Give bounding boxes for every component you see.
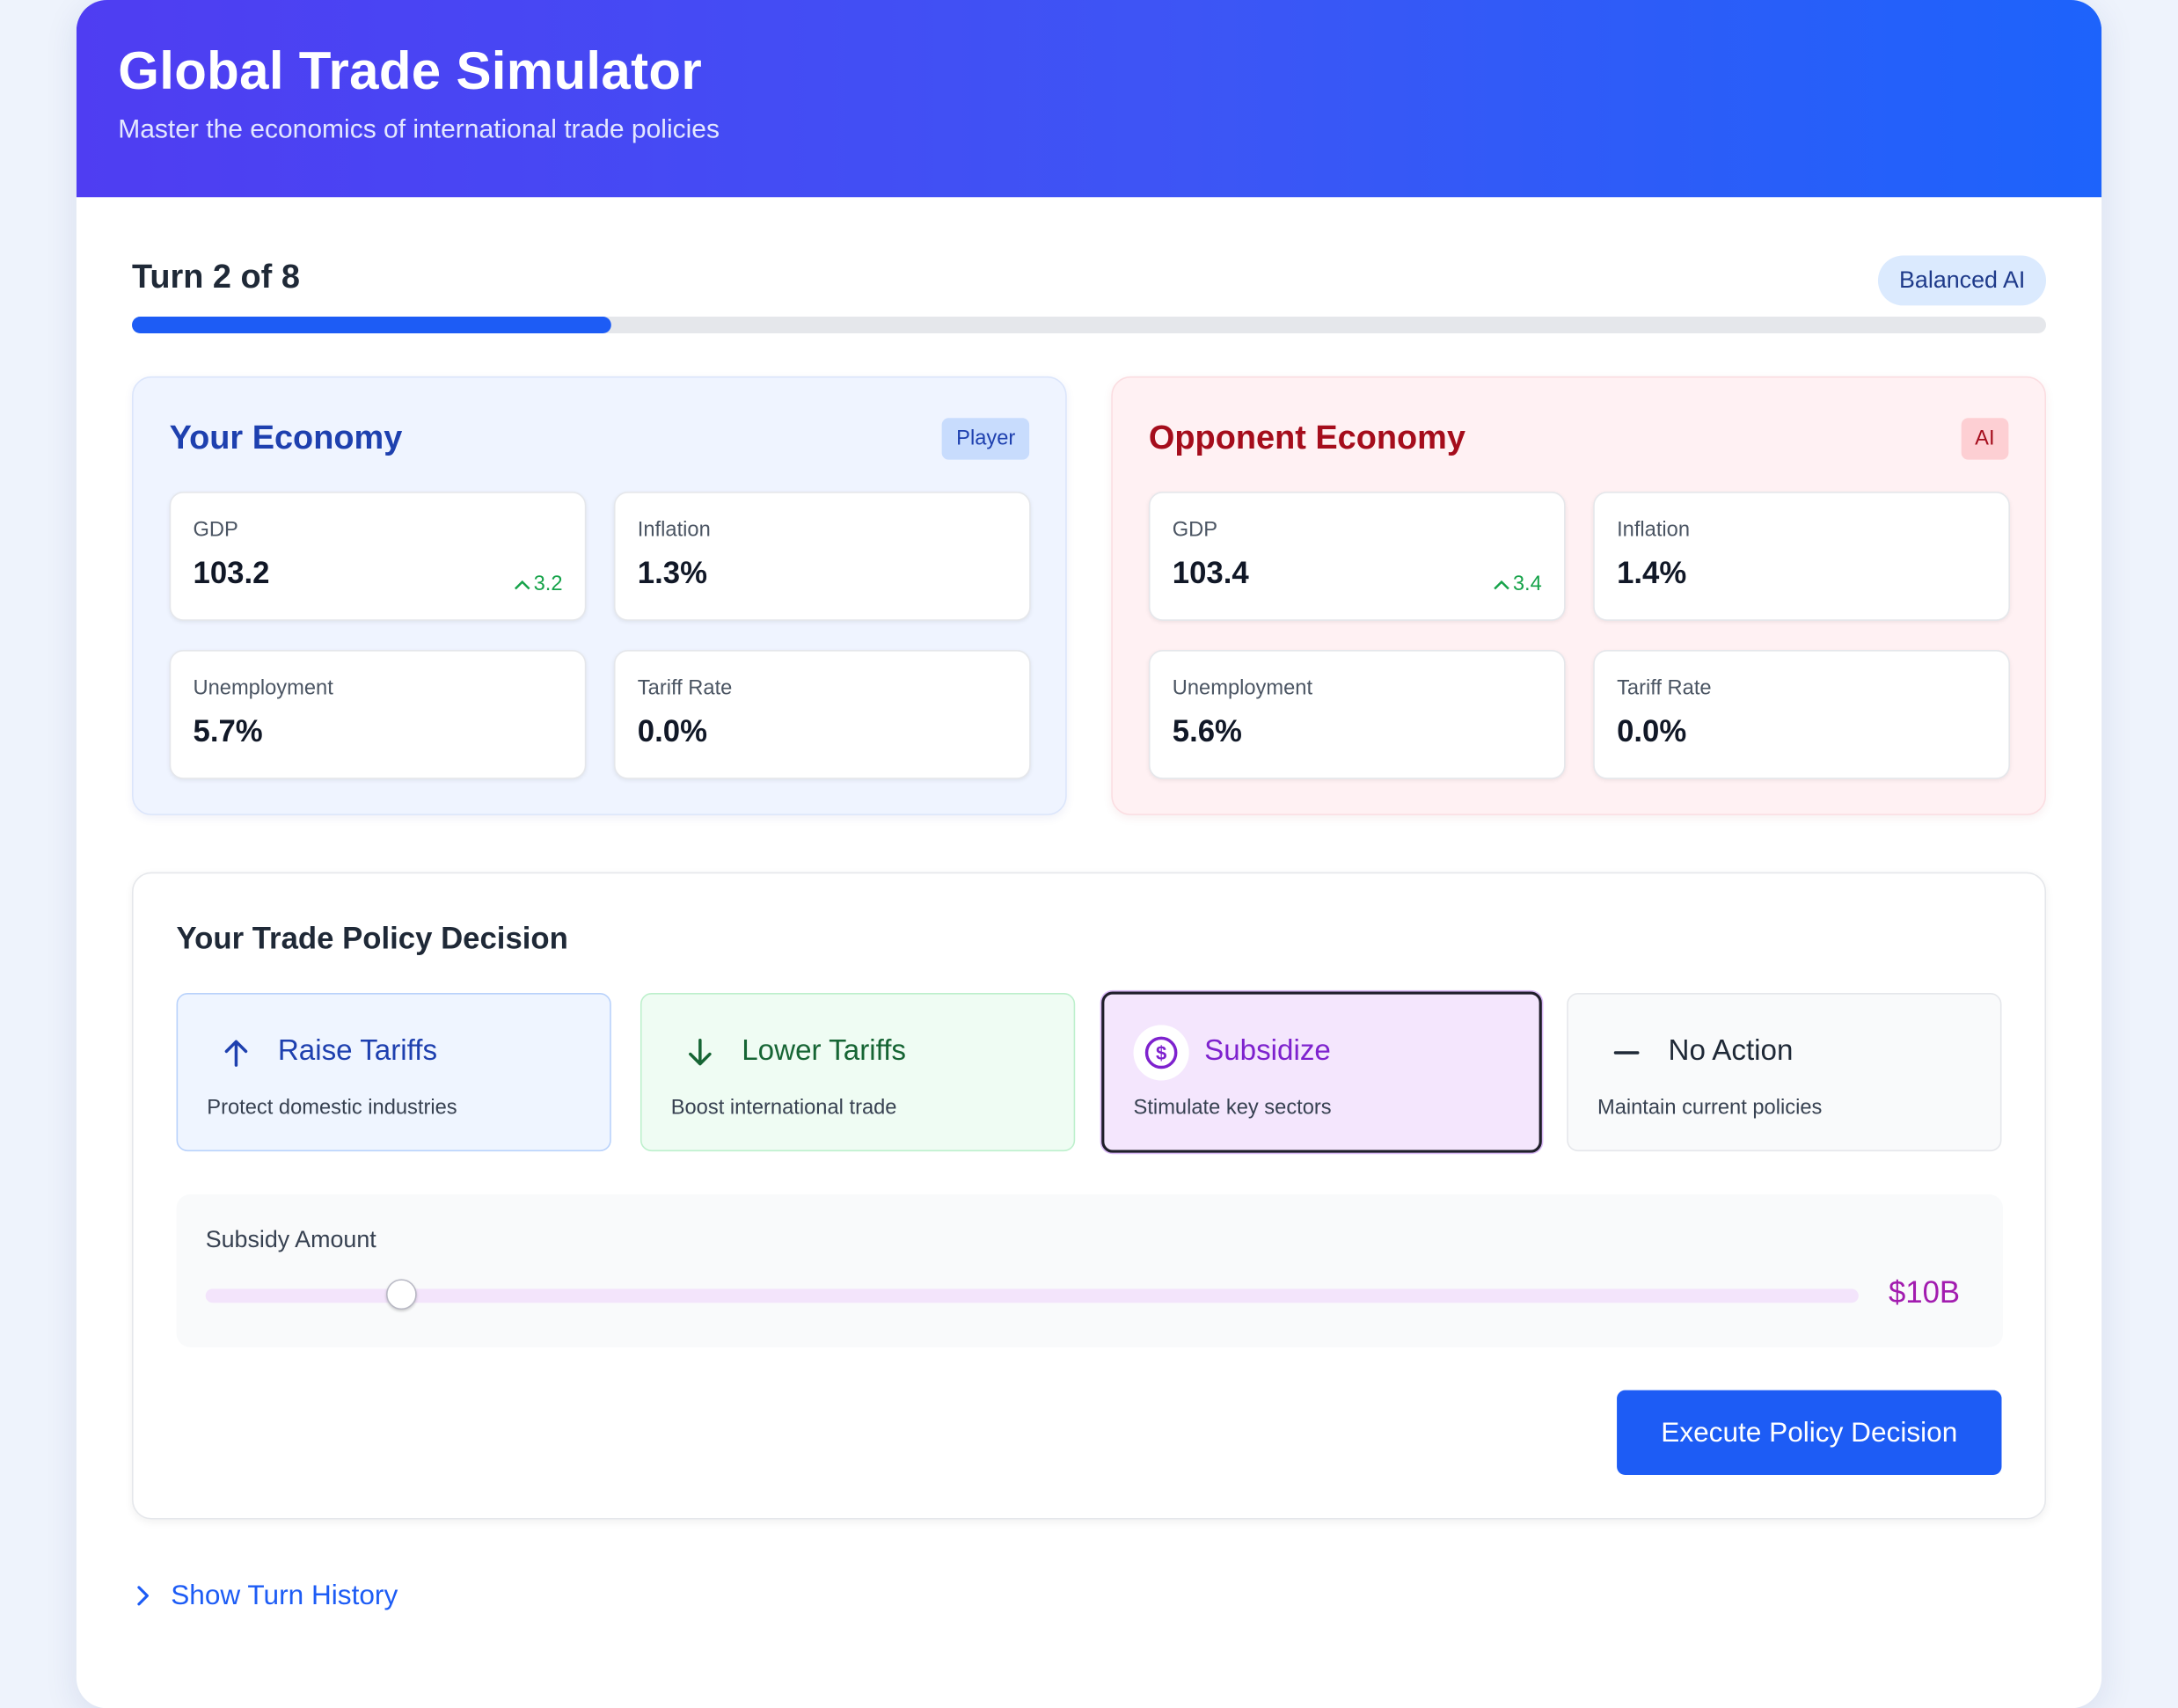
subsidize-option[interactable]: $ Subsidize Stimulate key sectors: [1101, 991, 1542, 1153]
stat-value: 103.2: [193, 555, 270, 591]
stat-value: 103.4: [1172, 555, 1249, 591]
opponent-tariff-stat: Tariff Rate 0.0%: [1593, 650, 2010, 779]
opponent-unemployment-stat: Unemployment 5.6%: [1148, 650, 1566, 779]
opponent-economy-panel: Opponent Economy AI GDP 103.4 3.4 Inflat…: [1111, 376, 2047, 815]
arrow-down-icon: [678, 1031, 723, 1076]
option-name: Subsidize: [1204, 1034, 1331, 1067]
stat-label: GDP: [1172, 518, 1218, 542]
show-turn-history-toggle[interactable]: Show Turn History: [132, 1573, 398, 1620]
opponent-inflation-stat: Inflation 1.4%: [1593, 492, 2010, 621]
chevron-right-icon: [137, 1586, 149, 1606]
your-economy-panel: Your Economy Player GDP 103.2 3.2 Inflat…: [132, 376, 1067, 815]
show-turn-history-label: Show Turn History: [171, 1580, 398, 1610]
stat-label: Inflation: [637, 518, 711, 542]
stat-label: Unemployment: [193, 676, 333, 700]
stat-label: Tariff Rate: [1617, 676, 1712, 700]
stat-value: 5.6%: [1172, 713, 1242, 749]
subsidy-amount-label: Subsidy Amount: [205, 1226, 376, 1253]
trend-up-icon: [515, 580, 530, 589]
arrow-up-icon: [214, 1031, 259, 1076]
stat-label: Unemployment: [1172, 676, 1313, 700]
stat-value: 0.0%: [637, 713, 708, 749]
app-title: Global Trade Simulator: [118, 42, 703, 102]
stat-value: 0.0%: [1617, 713, 1687, 749]
option-name: Raise Tariffs: [277, 1034, 438, 1067]
app-subtitle: Master the economics of international tr…: [118, 115, 720, 145]
subsidy-slider-box: Subsidy Amount $10B: [176, 1194, 2004, 1347]
option-description: Protect domestic industries: [207, 1095, 457, 1120]
option-name: Lower Tariffs: [742, 1034, 907, 1067]
policy-decision-title: Your Trade Policy Decision: [176, 920, 568, 956]
turn-progress-fill: [132, 317, 611, 333]
your-economy-title: Your Economy: [169, 419, 403, 457]
minus-icon: [1604, 1031, 1649, 1076]
option-description: Maintain current policies: [1597, 1095, 1823, 1120]
dollar-icon: $: [1133, 1025, 1189, 1081]
gdp-delta-value: 3.2: [533, 572, 563, 596]
your-inflation-stat: Inflation 1.3%: [613, 492, 1031, 621]
simulator-card: Global Trade Simulator Master the econom…: [76, 0, 2102, 1708]
ai-difficulty-badge: Balanced AI: [1878, 255, 2047, 306]
stat-value: 1.3%: [637, 555, 708, 591]
svg-text:$: $: [1156, 1042, 1166, 1064]
raise-tariffs-option[interactable]: Raise Tariffs Protect domestic industrie…: [176, 993, 611, 1152]
stat-label: Tariff Rate: [637, 676, 733, 700]
lower-tariffs-option[interactable]: Lower Tariffs Boost international trade: [640, 993, 1076, 1152]
ai-tag: AI: [1961, 418, 2009, 460]
player-tag: Player: [942, 418, 1030, 460]
opponent-gdp-stat: GDP 103.4 3.4: [1148, 492, 1566, 621]
turn-label: Turn 2 of 8: [132, 258, 300, 296]
trend-up-icon: [1494, 580, 1510, 589]
your-tariff-stat: Tariff Rate 0.0%: [613, 650, 1031, 779]
option-name: No Action: [1668, 1034, 1794, 1067]
opponent-economy-title: Opponent Economy: [1148, 419, 1465, 457]
gdp-delta-value: 3.4: [1512, 572, 1542, 596]
option-description: Boost international trade: [670, 1095, 897, 1120]
execute-policy-button[interactable]: Execute Policy Decision: [1617, 1390, 2002, 1476]
stat-label: GDP: [193, 518, 238, 542]
option-description: Stimulate key sectors: [1133, 1095, 1332, 1120]
turn-progress-bar: [132, 317, 2047, 333]
gdp-change: 3.2: [514, 572, 563, 596]
policy-decision-panel: Your Trade Policy Decision Raise Tariffs…: [132, 872, 2047, 1520]
no-action-option[interactable]: No Action Maintain current policies: [1567, 993, 2002, 1152]
stat-label: Inflation: [1617, 518, 1691, 542]
subsidy-amount-value: $10B: [1888, 1274, 1961, 1310]
app-header: Global Trade Simulator Master the econom…: [76, 0, 2102, 198]
your-unemployment-stat: Unemployment 5.7%: [169, 650, 587, 779]
stat-value: 1.4%: [1617, 555, 1687, 591]
subsidy-slider-thumb[interactable]: [386, 1279, 418, 1310]
stat-value: 5.7%: [193, 713, 263, 749]
subsidy-slider-track[interactable]: [205, 1279, 1859, 1310]
your-gdp-stat: GDP 103.2 3.2: [169, 492, 587, 621]
turn-row: Turn 2 of 8 Balanced AI: [132, 255, 2047, 306]
gdp-change: 3.4: [1494, 572, 1542, 596]
